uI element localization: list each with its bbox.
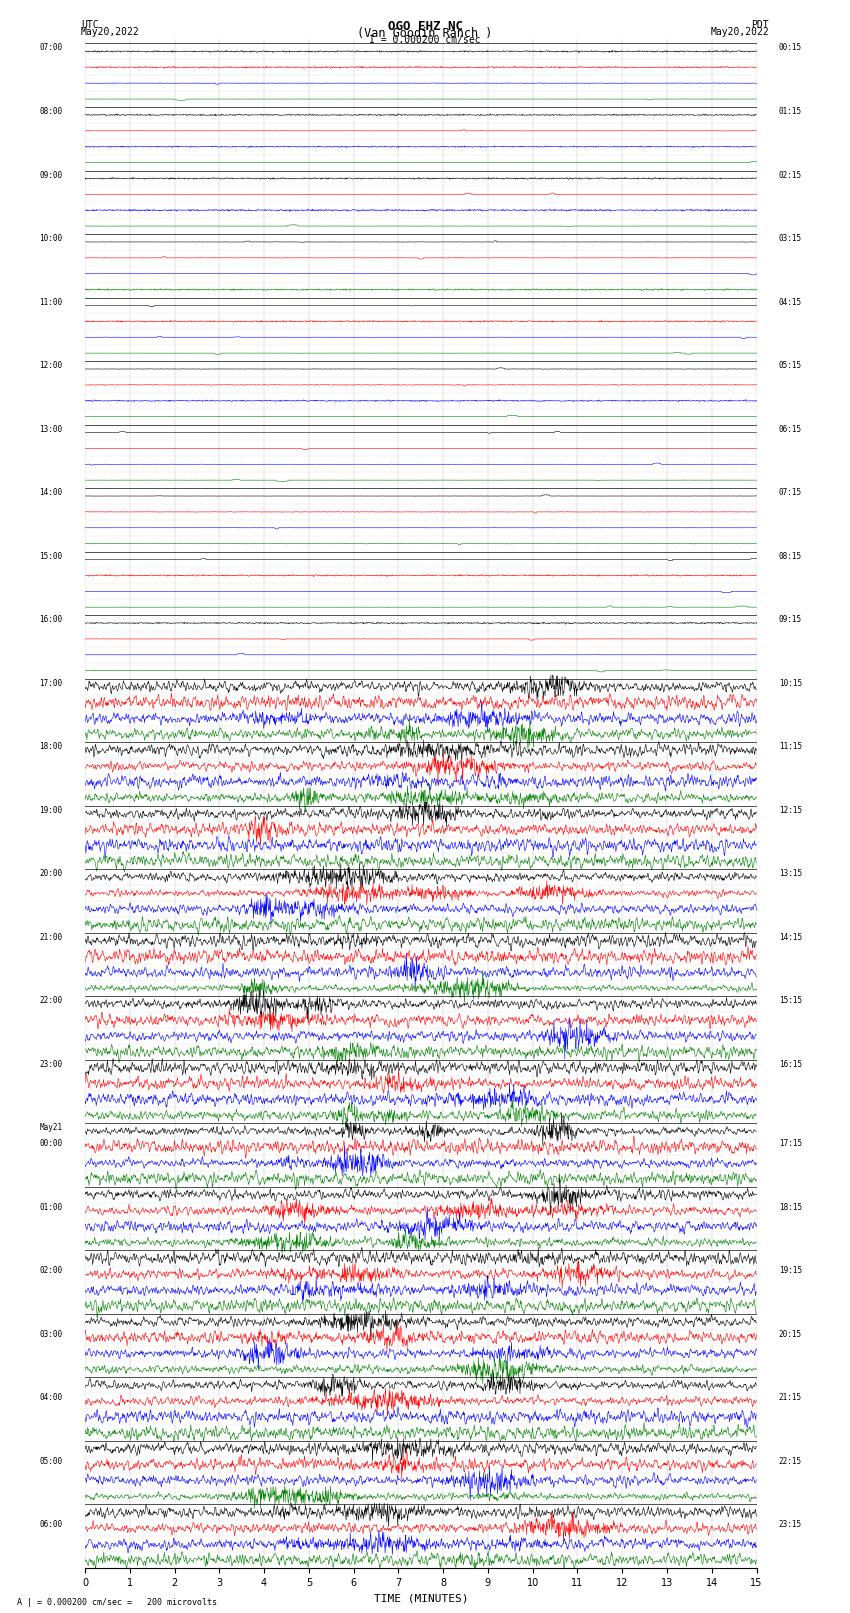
Text: 14:15: 14:15 [779,932,802,942]
Text: 04:15: 04:15 [779,297,802,306]
Text: 11:15: 11:15 [779,742,802,752]
Text: 03:00: 03:00 [39,1329,63,1339]
Text: 19:00: 19:00 [39,805,63,815]
Text: 13:00: 13:00 [39,424,63,434]
Text: 19:15: 19:15 [779,1266,802,1276]
Text: 22:15: 22:15 [779,1457,802,1466]
Text: 10:15: 10:15 [779,679,802,687]
Text: 20:00: 20:00 [39,869,63,877]
Text: 23:00: 23:00 [39,1060,63,1069]
Text: 03:15: 03:15 [779,234,802,244]
Text: UTC: UTC [81,19,99,31]
Text: 15:00: 15:00 [39,552,63,561]
Text: OGO EHZ NC: OGO EHZ NC [388,19,462,34]
Text: 18:00: 18:00 [39,742,63,752]
Text: 02:15: 02:15 [779,171,802,179]
Text: 01:15: 01:15 [779,106,802,116]
Text: 00:15: 00:15 [779,44,802,53]
Text: 13:15: 13:15 [779,869,802,877]
Text: 07:15: 07:15 [779,489,802,497]
Text: 05:15: 05:15 [779,361,802,369]
Text: May20,2022: May20,2022 [711,27,769,37]
Text: 16:00: 16:00 [39,615,63,624]
Text: 15:15: 15:15 [779,997,802,1005]
Text: 06:00: 06:00 [39,1519,63,1529]
Text: 00:00: 00:00 [39,1139,63,1148]
Text: A | = 0.000200 cm/sec =   200 microvolts: A | = 0.000200 cm/sec = 200 microvolts [17,1597,217,1607]
Text: 17:00: 17:00 [39,679,63,687]
Text: 20:15: 20:15 [779,1329,802,1339]
Text: 18:15: 18:15 [779,1203,802,1211]
Text: 10:00: 10:00 [39,234,63,244]
Text: 08:00: 08:00 [39,106,63,116]
Text: 23:15: 23:15 [779,1519,802,1529]
Text: 22:00: 22:00 [39,997,63,1005]
X-axis label: TIME (MINUTES): TIME (MINUTES) [373,1594,468,1603]
Text: 12:15: 12:15 [779,805,802,815]
Text: PDT: PDT [751,19,769,31]
Text: I = 0.000200 cm/sec: I = 0.000200 cm/sec [369,35,481,45]
Text: 12:00: 12:00 [39,361,63,369]
Text: 04:00: 04:00 [39,1394,63,1402]
Text: 09:15: 09:15 [779,615,802,624]
Text: May21: May21 [39,1123,63,1132]
Text: 07:00: 07:00 [39,44,63,53]
Text: 17:15: 17:15 [779,1139,802,1148]
Text: 06:15: 06:15 [779,424,802,434]
Text: May20,2022: May20,2022 [81,27,139,37]
Text: 11:00: 11:00 [39,297,63,306]
Text: 21:15: 21:15 [779,1394,802,1402]
Text: 01:00: 01:00 [39,1203,63,1211]
Text: 21:00: 21:00 [39,932,63,942]
Text: 02:00: 02:00 [39,1266,63,1276]
Text: 14:00: 14:00 [39,489,63,497]
Text: 16:15: 16:15 [779,1060,802,1069]
Text: (Van Goodin Ranch ): (Van Goodin Ranch ) [357,27,493,40]
Text: 09:00: 09:00 [39,171,63,179]
Text: 05:00: 05:00 [39,1457,63,1466]
Text: 08:15: 08:15 [779,552,802,561]
